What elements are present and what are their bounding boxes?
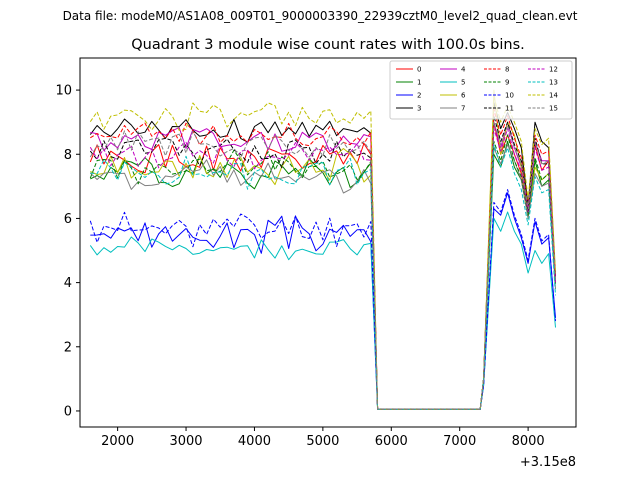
x-tick-label: 7000 xyxy=(443,434,476,449)
x-tick-label: 3000 xyxy=(169,434,202,449)
y-tick-label: 2 xyxy=(64,340,72,355)
legend-label-4: 4 xyxy=(461,66,466,74)
suptitle: Data file: modeM0/AS1A08_009T01_90000033… xyxy=(63,9,578,23)
legend-label-14: 14 xyxy=(549,92,558,100)
series-line-10 xyxy=(89,189,556,410)
x-offset-label: +3.15e8 xyxy=(520,455,576,470)
y-tick-label: 6 xyxy=(64,212,72,227)
legend-label-6: 6 xyxy=(461,92,466,100)
legend-label-5: 5 xyxy=(461,79,465,87)
legend-label-10: 10 xyxy=(505,92,514,100)
legend-label-7: 7 xyxy=(461,105,465,113)
legend-label-11: 11 xyxy=(505,105,514,113)
x-axis: 2000 3000 4000 5000 6000 7000 8000 xyxy=(101,427,545,449)
legend-label-0: 0 xyxy=(417,66,421,74)
legend-label-1: 1 xyxy=(417,79,421,87)
y-tick-label: 0 xyxy=(64,404,72,419)
x-tick-label: 4000 xyxy=(238,434,271,449)
x-tick-label: 2000 xyxy=(101,434,134,449)
series-line-11 xyxy=(89,115,556,410)
x-tick-label: 8000 xyxy=(512,434,545,449)
legend-label-3: 3 xyxy=(417,105,421,113)
series-line-13 xyxy=(90,144,556,410)
x-tick-label: 5000 xyxy=(306,434,339,449)
y-tick-label: 4 xyxy=(64,276,72,291)
legend-label-13: 13 xyxy=(549,79,558,87)
series-line-14 xyxy=(89,96,556,410)
chart-title: Quadrant 3 module wise count rates with … xyxy=(131,37,525,53)
axes-frame xyxy=(79,57,577,428)
y-tick-label: 10 xyxy=(55,84,72,99)
series-layer xyxy=(89,89,556,410)
series-line-5 xyxy=(89,211,556,410)
series-line-15 xyxy=(89,121,556,410)
y-axis: 0 2 4 6 8 10 xyxy=(55,84,80,419)
legend-label-9: 9 xyxy=(505,79,509,87)
legend-label-8: 8 xyxy=(505,66,509,74)
legend-box xyxy=(389,60,573,120)
y-tick-label: 8 xyxy=(64,148,72,163)
legend-label-15: 15 xyxy=(549,105,558,113)
series-line-9 xyxy=(89,134,556,410)
legend-label-2: 2 xyxy=(417,92,421,100)
legend-label-12: 12 xyxy=(549,66,558,74)
x-tick-label: 6000 xyxy=(375,434,408,449)
